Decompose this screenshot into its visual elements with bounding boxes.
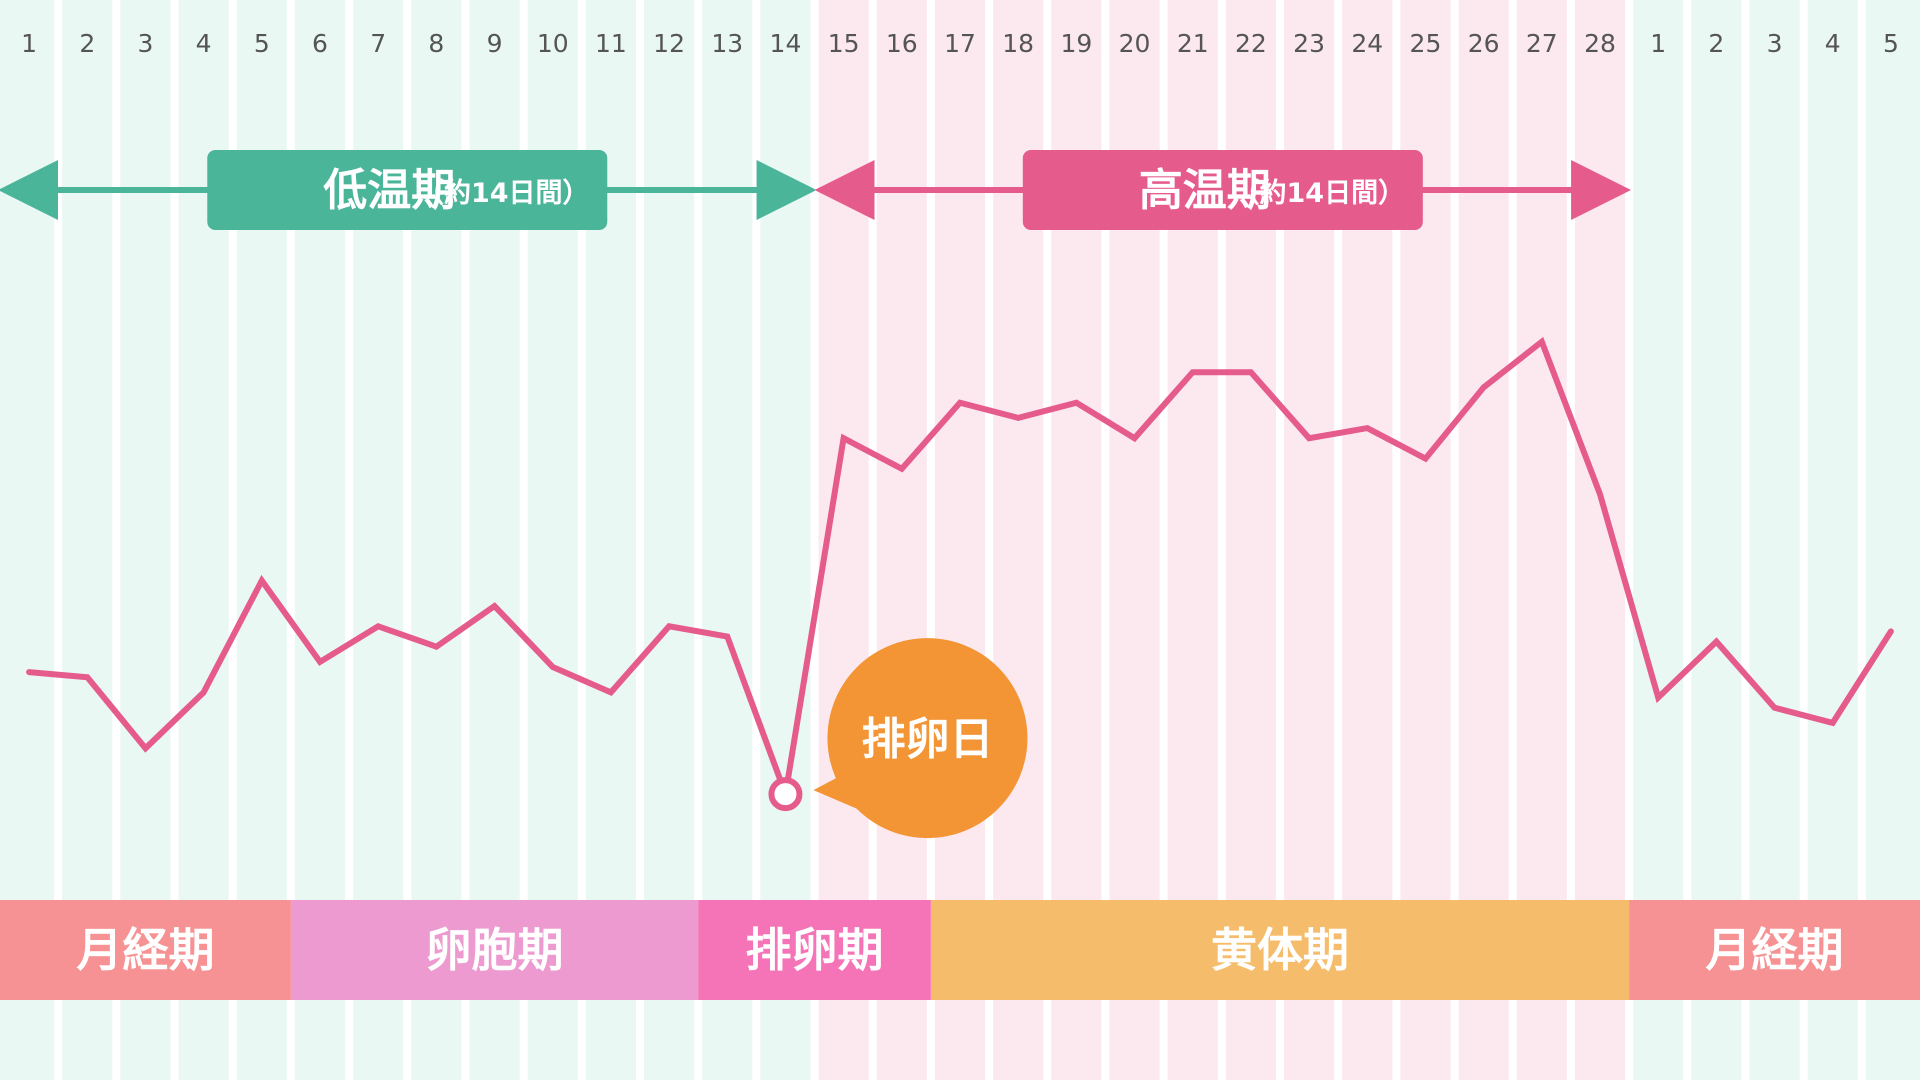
day-divider <box>868 0 877 1080</box>
day-label: 9 <box>487 29 503 58</box>
day-divider <box>1043 0 1052 1080</box>
callout-bubble <box>827 638 1028 839</box>
day-divider <box>1799 0 1808 1080</box>
day-label: 12 <box>653 29 685 58</box>
day-label: 20 <box>1119 29 1151 58</box>
day-label: 8 <box>428 29 444 58</box>
day-divider <box>1392 0 1401 1080</box>
day-divider <box>810 0 819 1080</box>
phase-segment <box>930 900 1630 1000</box>
day-divider <box>694 0 703 1080</box>
day-divider <box>170 0 179 1080</box>
day-label: 23 <box>1293 29 1325 58</box>
day-label: 5 <box>254 29 270 58</box>
day-label: 5 <box>1883 29 1899 58</box>
day-divider <box>112 0 121 1080</box>
period-label-box <box>207 150 608 230</box>
day-label: 15 <box>828 29 860 58</box>
day-label: 2 <box>79 29 95 58</box>
ovulation-marker <box>768 777 803 812</box>
day-label: 1 <box>21 29 37 58</box>
day-divider <box>1101 0 1110 1080</box>
day-label: 14 <box>770 29 802 58</box>
day-divider <box>1276 0 1284 1080</box>
day-divider <box>345 0 354 1080</box>
day-divider <box>985 0 994 1080</box>
phase-label: 黄体期 <box>1211 923 1349 977</box>
phase-label: 排卵期 <box>746 923 884 977</box>
temperature-line <box>26 336 1894 806</box>
callout-label: 排卵日 <box>861 714 993 765</box>
day-label: 27 <box>1526 29 1558 58</box>
day-divider <box>1683 0 1692 1080</box>
period-note: （約14日間） <box>1233 177 1406 209</box>
day-divider <box>752 0 761 1080</box>
day-label: 17 <box>944 29 976 58</box>
day-divider <box>403 0 412 1080</box>
day-label: 1 <box>1650 29 1666 58</box>
day-divider <box>1159 0 1168 1080</box>
period-label: 低温期 <box>323 165 455 216</box>
day-divider <box>54 0 63 1080</box>
phase-segment <box>0 900 291 1000</box>
day-divider <box>926 0 935 1080</box>
day-label: 22 <box>1235 29 1267 58</box>
phase-segment <box>290 900 699 1000</box>
day-divider <box>1334 0 1343 1080</box>
day-divider <box>286 0 295 1080</box>
day-divider <box>636 0 644 1080</box>
day-divider <box>228 0 237 1080</box>
day-label: 11 <box>595 29 627 58</box>
day-label: 28 <box>1584 29 1616 58</box>
day-label: 25 <box>1410 29 1442 58</box>
day-label: 7 <box>370 29 386 58</box>
phase-segment <box>698 900 931 1000</box>
day-label: 3 <box>138 29 154 58</box>
day-divider <box>1566 0 1575 1080</box>
period-label-box <box>1022 150 1423 230</box>
day-label: 4 <box>1825 29 1841 58</box>
day-label: 26 <box>1468 29 1500 58</box>
day-label: 19 <box>1060 29 1092 58</box>
phase-label: 月経期 <box>1706 923 1844 977</box>
day-label: 3 <box>1767 29 1783 58</box>
day-divider <box>1625 0 1634 1080</box>
period-note: （約14日間） <box>417 177 590 209</box>
period-label: 高温期 <box>1139 165 1271 216</box>
phase-label: 卵胞期 <box>426 923 564 977</box>
day-label: 2 <box>1708 29 1724 58</box>
phase-label: 月経期 <box>76 923 214 977</box>
day-divider <box>519 0 528 1080</box>
day-divider <box>1450 0 1459 1080</box>
day-divider <box>461 0 470 1080</box>
day-label: 10 <box>537 29 569 58</box>
day-label: 6 <box>312 29 328 58</box>
day-divider <box>1857 0 1866 1080</box>
day-divider <box>1508 0 1517 1080</box>
day-label: 4 <box>196 29 212 58</box>
day-label: 18 <box>1002 29 1034 58</box>
day-divider <box>1741 0 1750 1080</box>
day-label: 16 <box>886 29 918 58</box>
day-label: 21 <box>1177 29 1209 58</box>
phase-segment <box>1629 900 1920 1000</box>
day-divider <box>1217 0 1226 1080</box>
day-label: 13 <box>711 29 743 58</box>
day-divider <box>577 0 586 1080</box>
day-label: 24 <box>1351 29 1383 58</box>
